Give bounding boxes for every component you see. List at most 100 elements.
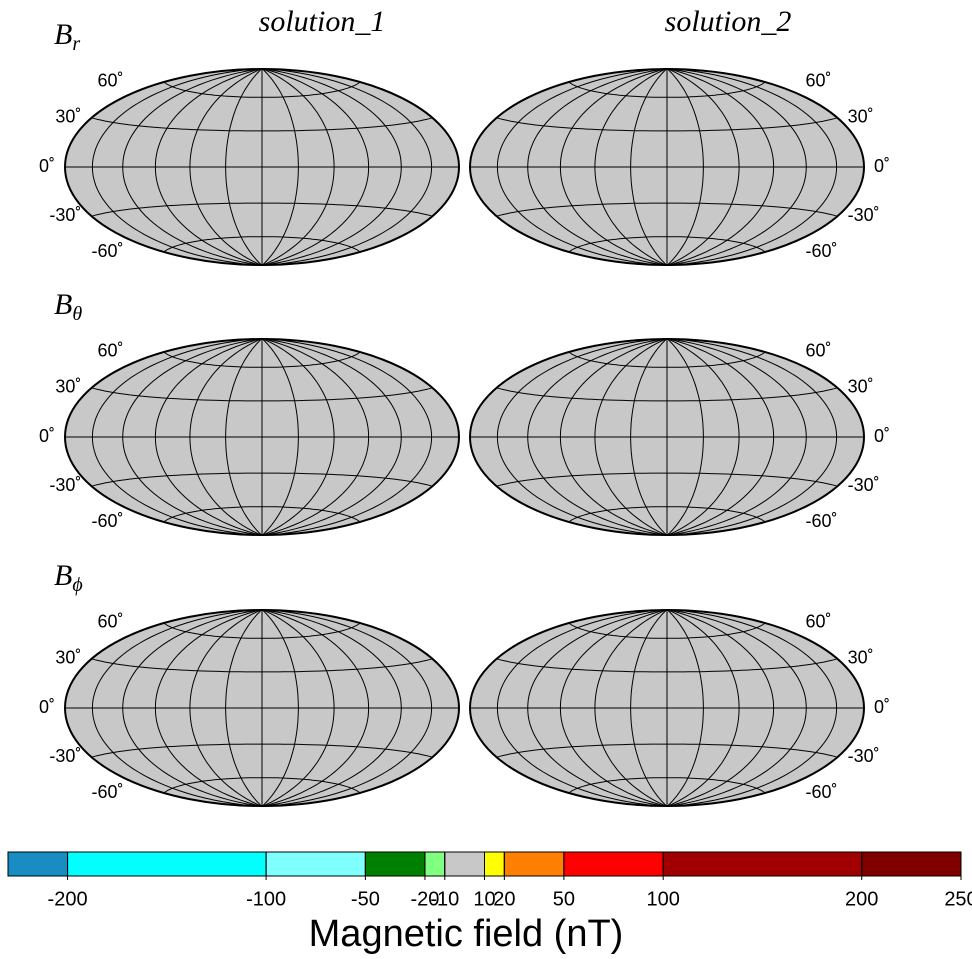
tick-label: 250 bbox=[944, 888, 972, 910]
parallel bbox=[91, 658, 433, 673]
row-label: Bϕ bbox=[54, 559, 83, 596]
tick-label: 10 bbox=[473, 888, 495, 910]
latitude-label: 60˚ bbox=[97, 611, 123, 631]
colorbar-segment bbox=[503, 851, 565, 877]
latitude-label: 0˚ bbox=[874, 697, 890, 717]
subscript: r bbox=[72, 33, 80, 55]
map: 60˚ 30˚ 0˚ -30˚ -60˚ bbox=[469, 68, 890, 266]
tick-label: -10 bbox=[430, 888, 459, 910]
colorbar-segment bbox=[484, 851, 505, 877]
latitude-label: 0˚ bbox=[874, 156, 890, 176]
map: 60˚ 30˚ 0˚ -30˚ -60˚ bbox=[39, 338, 460, 536]
parallel bbox=[496, 743, 838, 758]
parallel bbox=[91, 387, 433, 402]
map-border bbox=[469, 68, 865, 266]
latitude-label: -30˚ bbox=[848, 746, 880, 766]
latitude-label: -30˚ bbox=[848, 205, 880, 225]
symbol: B bbox=[54, 288, 72, 321]
latitude-label: 30˚ bbox=[55, 377, 81, 397]
map: 60˚ 30˚ 0˚ -30˚ -60˚ bbox=[39, 609, 460, 807]
tick-label: -20 bbox=[410, 888, 439, 910]
colorbar-segment bbox=[662, 851, 863, 877]
row-label: Br bbox=[54, 18, 80, 55]
parallel bbox=[568, 81, 766, 98]
map: 60˚ 30˚ 0˚ -30˚ -60˚ bbox=[469, 609, 890, 807]
latitude-label: -60˚ bbox=[91, 782, 123, 802]
tick-label: 20 bbox=[493, 888, 515, 910]
parallel bbox=[568, 777, 766, 794]
tick-label: -200 bbox=[48, 888, 88, 910]
colorbar-segment bbox=[424, 851, 446, 877]
tick-label: -100 bbox=[246, 888, 286, 910]
parallel bbox=[496, 658, 838, 673]
latitude-label: 60˚ bbox=[806, 340, 832, 360]
parallel bbox=[496, 117, 838, 132]
column-title: solution_1 bbox=[259, 5, 386, 38]
symbol: B bbox=[54, 559, 72, 592]
parallel bbox=[568, 622, 766, 639]
colorbar-label: Magnetic field (nT) bbox=[309, 913, 624, 955]
map-border bbox=[469, 609, 865, 807]
tick-label: 100 bbox=[647, 888, 680, 910]
colorbar-segment bbox=[444, 851, 485, 877]
latitude-label: 0˚ bbox=[39, 426, 55, 446]
parallel bbox=[568, 236, 766, 253]
map: 60˚ 30˚ 0˚ -30˚ -60˚ bbox=[469, 338, 890, 536]
parallel bbox=[496, 387, 838, 402]
parallel bbox=[163, 81, 361, 98]
latitude-label: -30˚ bbox=[49, 475, 81, 495]
parallel bbox=[163, 622, 361, 639]
row-label: Bθ bbox=[54, 288, 82, 325]
latitude-label: -60˚ bbox=[806, 782, 838, 802]
parallel bbox=[496, 202, 838, 217]
latitude-label: -60˚ bbox=[806, 511, 838, 531]
map-border bbox=[64, 68, 460, 266]
column-title: solution_2 bbox=[665, 5, 792, 38]
subscript: ϕ bbox=[72, 574, 82, 596]
parallel bbox=[163, 506, 361, 523]
latitude-label: 0˚ bbox=[39, 156, 55, 176]
map-border bbox=[469, 338, 865, 536]
latitude-label: 60˚ bbox=[97, 340, 123, 360]
latitude-label: 0˚ bbox=[874, 426, 890, 446]
parallel bbox=[91, 117, 433, 132]
subscript: θ bbox=[72, 303, 82, 325]
map-border bbox=[64, 338, 460, 536]
parallel bbox=[91, 472, 433, 487]
latitude-label: 0˚ bbox=[39, 697, 55, 717]
latitude-label: -60˚ bbox=[91, 241, 123, 261]
latitude-label: -60˚ bbox=[91, 511, 123, 531]
map-border bbox=[64, 609, 460, 807]
parallel bbox=[568, 351, 766, 368]
latitude-label: 60˚ bbox=[97, 70, 123, 90]
latitude-label: 60˚ bbox=[806, 70, 832, 90]
colorbar-segment bbox=[861, 851, 962, 877]
latitude-label: -30˚ bbox=[49, 205, 81, 225]
colorbar-segment bbox=[265, 851, 366, 877]
colorbar-segment bbox=[7, 851, 69, 877]
colorbar-segment bbox=[563, 851, 664, 877]
colorbar-segment bbox=[364, 851, 426, 877]
parallel bbox=[163, 351, 361, 368]
parallel bbox=[568, 506, 766, 523]
latitude-label: 30˚ bbox=[55, 648, 81, 668]
latitude-label: -30˚ bbox=[49, 746, 81, 766]
parallel bbox=[91, 743, 433, 758]
latitude-label: 30˚ bbox=[55, 107, 81, 127]
latitude-label: 30˚ bbox=[848, 107, 874, 127]
latitude-label: -60˚ bbox=[806, 241, 838, 261]
parallel bbox=[163, 236, 361, 253]
tick-label: 200 bbox=[845, 888, 878, 910]
tick-label: 50 bbox=[553, 888, 575, 910]
latitude-label: 30˚ bbox=[848, 377, 874, 397]
map: 60˚ 30˚ 0˚ -30˚ -60˚ bbox=[39, 68, 460, 266]
latitude-label: 60˚ bbox=[806, 611, 832, 631]
parallel bbox=[91, 202, 433, 217]
latitude-label: 30˚ bbox=[848, 648, 874, 668]
colorbar-segment bbox=[67, 851, 267, 877]
tick-label: -50 bbox=[351, 888, 380, 910]
parallel bbox=[163, 777, 361, 794]
latitude-label: -30˚ bbox=[848, 475, 880, 495]
symbol: B bbox=[54, 18, 72, 51]
